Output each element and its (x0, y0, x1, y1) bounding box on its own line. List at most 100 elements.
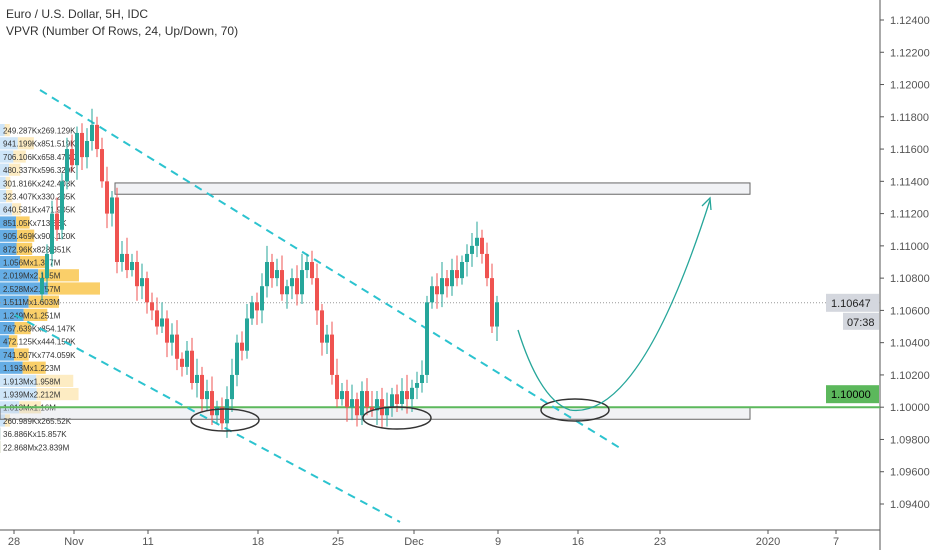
vpvr-down-bar (9, 163, 21, 176)
price-tick-label: 1.11200 (890, 209, 929, 221)
vpvr-down-bar (13, 150, 26, 163)
candle-body (435, 286, 439, 295)
vpvr-up-bar (0, 256, 20, 269)
candle-body (490, 278, 494, 327)
chart-legend: Euro / U.S. Dollar, 5H, IDC VPVR (Number… (6, 6, 238, 40)
candle-body (450, 270, 454, 287)
candle-body (405, 391, 409, 400)
vpvr-down-bar (22, 361, 46, 374)
candle-body (140, 278, 144, 287)
vpvr-up-bar (0, 216, 17, 229)
vpvr-up-bar (0, 269, 39, 282)
candle-body (245, 318, 249, 351)
candle-body (440, 278, 444, 295)
vpvr-up-bar (0, 163, 10, 176)
candle-body (465, 253, 469, 262)
candle-body (240, 342, 244, 351)
vpvr-row-label: 1.013Mx1.16M (3, 404, 56, 413)
candle-body (290, 278, 294, 287)
upper-trendline (39, 89, 621, 449)
candle-body (470, 245, 474, 254)
candle-body (295, 278, 299, 295)
vpvr-row-label: 1.193Mx1.223M (3, 364, 61, 373)
candle-body (365, 391, 369, 408)
candle-body (345, 391, 349, 408)
candle-body (270, 261, 274, 279)
candle-body (130, 261, 134, 271)
candle-body (185, 350, 189, 367)
candle-body (265, 261, 269, 287)
candle-body (235, 342, 239, 375)
vpvr-up-bar (0, 124, 5, 137)
current-price-label: 1.10647 (831, 298, 871, 310)
projection-arrow (517, 199, 711, 412)
candle-body (120, 253, 124, 262)
price-tick-label: 1.10800 (890, 273, 930, 285)
indicator-label[interactable]: VPVR (Number Of Rows, 24, Up/Down, 70) (6, 24, 239, 38)
candle-body (110, 197, 114, 214)
vpvr-row-label: 905.469Kx904.120K (3, 232, 76, 241)
vpvr-down-bar (6, 190, 13, 203)
price-tick-label: 1.11800 (890, 112, 929, 124)
candle-body (480, 237, 484, 254)
candle-body (360, 391, 364, 416)
price-tick-label: 1.12200 (890, 47, 930, 59)
candle-body (125, 253, 129, 271)
candle-body (420, 374, 424, 383)
price-tick-label: 1.10200 (890, 370, 930, 382)
price-tick-label: 1.11400 (890, 176, 929, 188)
price-tick-label: 1.10600 (890, 305, 930, 317)
vpvr-up-bar (0, 322, 15, 335)
vpvr-down-bar (36, 388, 79, 401)
candle-body (350, 399, 354, 408)
candle-body (105, 181, 109, 214)
candle-body (310, 261, 314, 279)
vpvr-row-label: 301.816Kx242.403K (3, 179, 76, 188)
candle-body (390, 394, 394, 408)
candle-body (75, 132, 79, 166)
time-tick-label: 11 (142, 536, 153, 548)
vpvr-up-bar (0, 295, 29, 308)
vpvr-up-bar (0, 282, 48, 295)
vpvr-up-bar (0, 308, 24, 321)
candle-body (170, 334, 174, 343)
candle-body (85, 140, 89, 158)
candle-body (315, 278, 319, 311)
vpvr-up-bar (0, 242, 17, 255)
arrow-head-icon (701, 196, 712, 211)
candle-body (40, 278, 44, 295)
candle-body (260, 286, 264, 311)
countdown-badge (843, 312, 879, 330)
price-tick-label: 1.10400 (890, 338, 930, 350)
candle-body (115, 197, 119, 262)
candle-body (335, 374, 339, 400)
vpvr-row-label: 260.989Kx265.52K (3, 417, 72, 426)
vpvr-row-label: 472.125Kx444.159K (3, 338, 76, 347)
candle-body (90, 124, 94, 141)
vpvr-row-label: 941.199Kx851.519K (3, 140, 76, 149)
vpvr-row-label: 1.056Mx1.387M (3, 259, 61, 268)
time-tick-label: 28 (8, 536, 20, 548)
time-tick-label: 18 (252, 536, 264, 548)
candle-body (165, 318, 169, 343)
vpvr-down-bar (16, 216, 30, 229)
candle-body (155, 310, 159, 327)
vpvr-down-bar (12, 203, 22, 216)
price-tick-label: 1.11000 (890, 241, 929, 253)
price-tick-label: 1.12400 (890, 15, 930, 27)
time-tick-label: 25 (332, 536, 344, 548)
time-tick-label: 7 (833, 536, 839, 548)
candle-body (275, 270, 279, 279)
vpvr-row-label: 851.05Kx713.86K (3, 219, 67, 228)
vpvr-up-bar (0, 388, 37, 401)
candle-body (225, 399, 229, 424)
candle-body (370, 407, 374, 411)
symbol-title[interactable]: Euro / U.S. Dollar, 5H, IDC (6, 7, 149, 21)
candle-body (395, 394, 399, 404)
price-tick-label: 1.10000 (890, 402, 930, 414)
resistance-zone (114, 182, 751, 195)
time-tick-label: 9 (495, 536, 501, 548)
candle-body (195, 374, 199, 383)
vpvr-up-bar (0, 374, 37, 387)
